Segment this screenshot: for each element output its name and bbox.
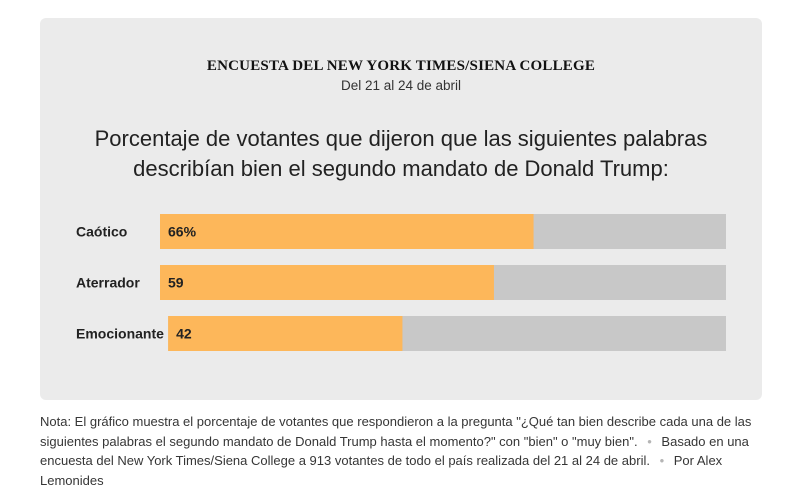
- bar: [160, 265, 494, 300]
- category-label: Aterrador: [76, 275, 140, 291]
- survey-kicker: ENCUESTA DEL NEW YORK TIMES/SIENA COLLEG…: [206, 58, 596, 74]
- bar: [160, 214, 534, 249]
- note-separator-1: •: [647, 433, 652, 449]
- survey-dates: Del 21 al 24 de abril: [340, 78, 462, 93]
- note-byline: Por Alex Lemonides: [40, 453, 723, 488]
- category-label: Emocionante: [76, 326, 164, 342]
- chart-note: Nota: El gráfico muestra el porcentaje d…: [40, 412, 765, 490]
- bar: [168, 316, 403, 351]
- data-label: 42: [176, 326, 192, 342]
- data-label: 59: [168, 275, 184, 291]
- headline-line-2: describían bien el segundo mandato de Do…: [133, 156, 669, 181]
- note-separator-2: •: [659, 453, 665, 468]
- chart-headline: Porcentaje de votantes que dijeron que l…: [80, 124, 722, 184]
- note-source: Basado en una encuesta del New York Time…: [40, 433, 749, 469]
- category-label: Caótico: [76, 224, 127, 240]
- bar-chart: Caótico 66% Aterrador 59 Emocionante 42: [76, 214, 726, 351]
- headline-line-1: Porcentaje de votantes que dijeron que l…: [94, 126, 708, 151]
- note-text: Nota: El gráfico muestra el porcentaje d…: [40, 414, 752, 449]
- chart-card: ENCUESTA DEL NEW YORK TIMES/SIENA COLLEG…: [40, 18, 762, 400]
- data-label: 66%: [168, 224, 197, 240]
